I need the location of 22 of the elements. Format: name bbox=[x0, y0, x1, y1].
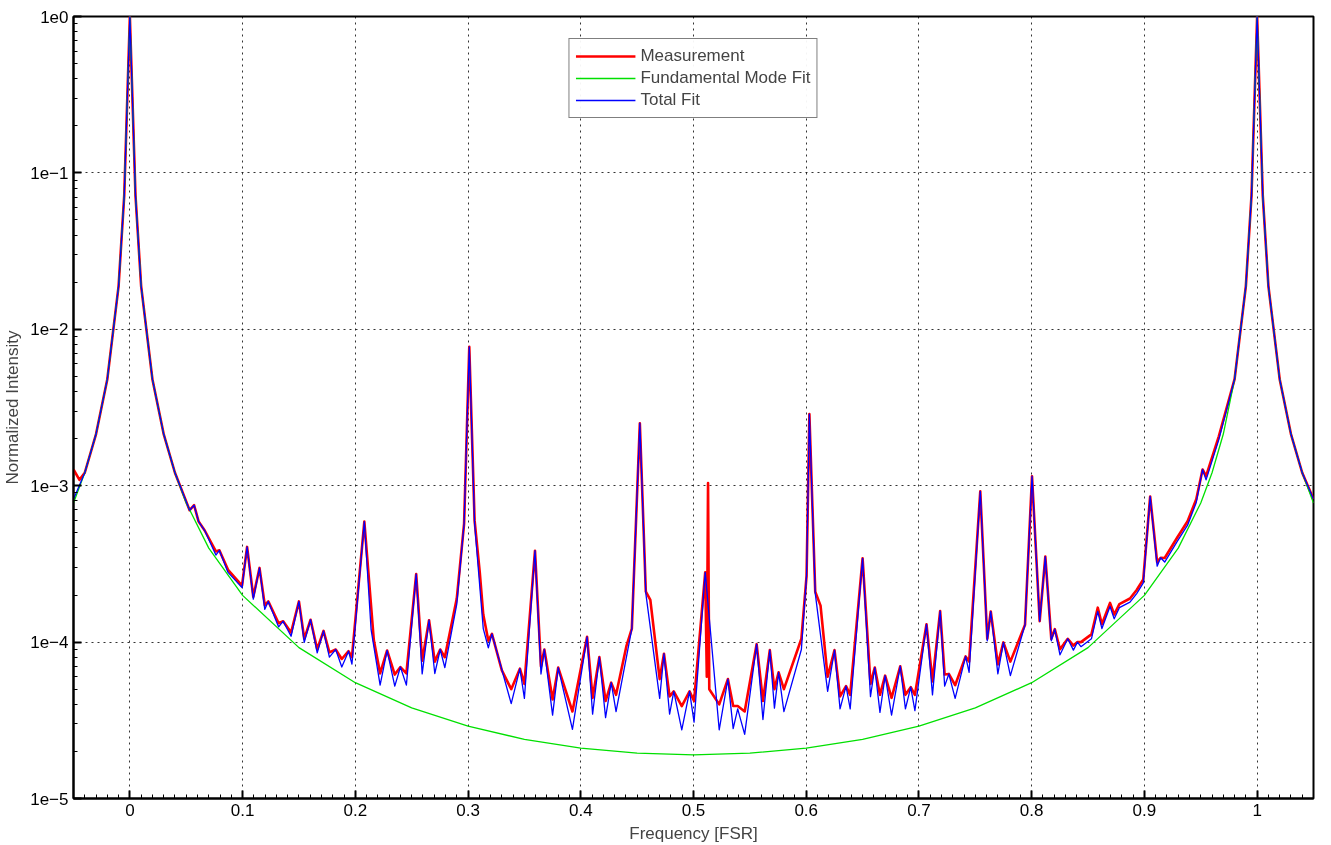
x-tick-label: 0.6 bbox=[794, 800, 819, 820]
x-tick-label: 0.3 bbox=[456, 800, 480, 820]
x-axis-title: Frequency [FSR] bbox=[629, 823, 758, 843]
x-tick-label: 0.1 bbox=[230, 800, 255, 820]
y-tick-label: 1e−2 bbox=[30, 320, 69, 340]
y-axis-title: Normalized Intensity bbox=[3, 330, 23, 485]
x-tick-label: 0.8 bbox=[1019, 800, 1044, 820]
x-tick-label: 1 bbox=[1252, 800, 1262, 820]
x-tick-label: 0.9 bbox=[1132, 800, 1157, 820]
x-tick-label: 0.2 bbox=[343, 800, 368, 820]
legend-label: Total Fit bbox=[640, 89, 700, 111]
y-tick-label: 1e0 bbox=[40, 7, 69, 27]
x-tick-label: 0.5 bbox=[681, 800, 706, 820]
y-tick-label: 1e−5 bbox=[30, 789, 69, 809]
x-tick-label: 0 bbox=[125, 800, 135, 820]
legend-label: Measurement bbox=[640, 45, 745, 67]
y-tick-label: 1e−1 bbox=[30, 163, 69, 183]
x-tick-label: 0.4 bbox=[568, 800, 593, 820]
y-tick-label: 1e−4 bbox=[30, 633, 69, 653]
y-tick-label: 1e−3 bbox=[30, 476, 69, 496]
x-tick-label: 0.7 bbox=[907, 800, 931, 820]
legend-label: Fundamental Mode Fit bbox=[640, 67, 811, 89]
